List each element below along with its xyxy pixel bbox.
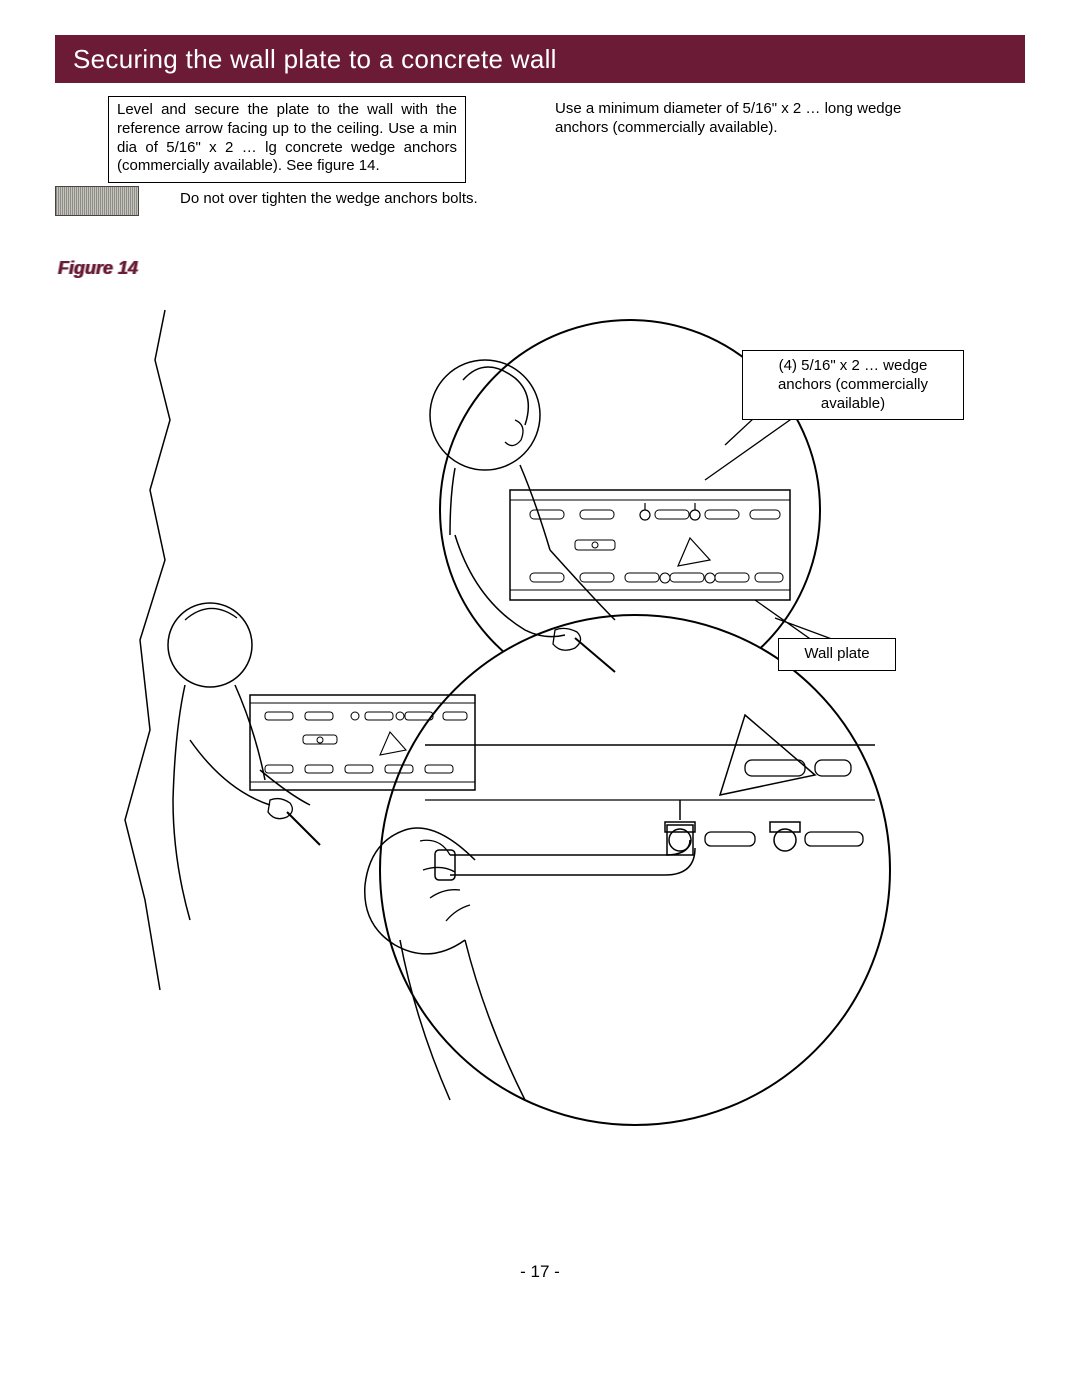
figure-label: Figure 14 — [58, 258, 138, 279]
callout-anchors: (4) 5/16" x 2 … wedge anchors (commercia… — [742, 350, 964, 420]
section-header: Securing the wall plate to a concrete wa… — [55, 35, 1025, 83]
callout-anchors-text: (4) 5/16" x 2 … wedge anchors (commercia… — [778, 357, 928, 412]
callout-wall-plate: Wall plate — [778, 638, 896, 671]
section-header-text: Securing the wall plate to a concrete wa… — [73, 44, 557, 74]
caution-icon — [55, 186, 139, 216]
instruction-text: Level and secure the plate to the wall w… — [117, 101, 457, 174]
callout-wall-plate-text: Wall plate — [804, 645, 869, 662]
caution-text: Do not over tighten the wedge anchors bo… — [180, 190, 478, 207]
instruction-box: Level and secure the plate to the wall w… — [108, 96, 466, 183]
page-number: - 17 - — [0, 1262, 1080, 1282]
right-instruction-text: Use a minimum diameter of 5/16" x 2 … lo… — [555, 100, 901, 136]
right-instruction: Use a minimum diameter of 5/16" x 2 … lo… — [555, 100, 935, 138]
figure-14-diagram — [55, 300, 1025, 1180]
